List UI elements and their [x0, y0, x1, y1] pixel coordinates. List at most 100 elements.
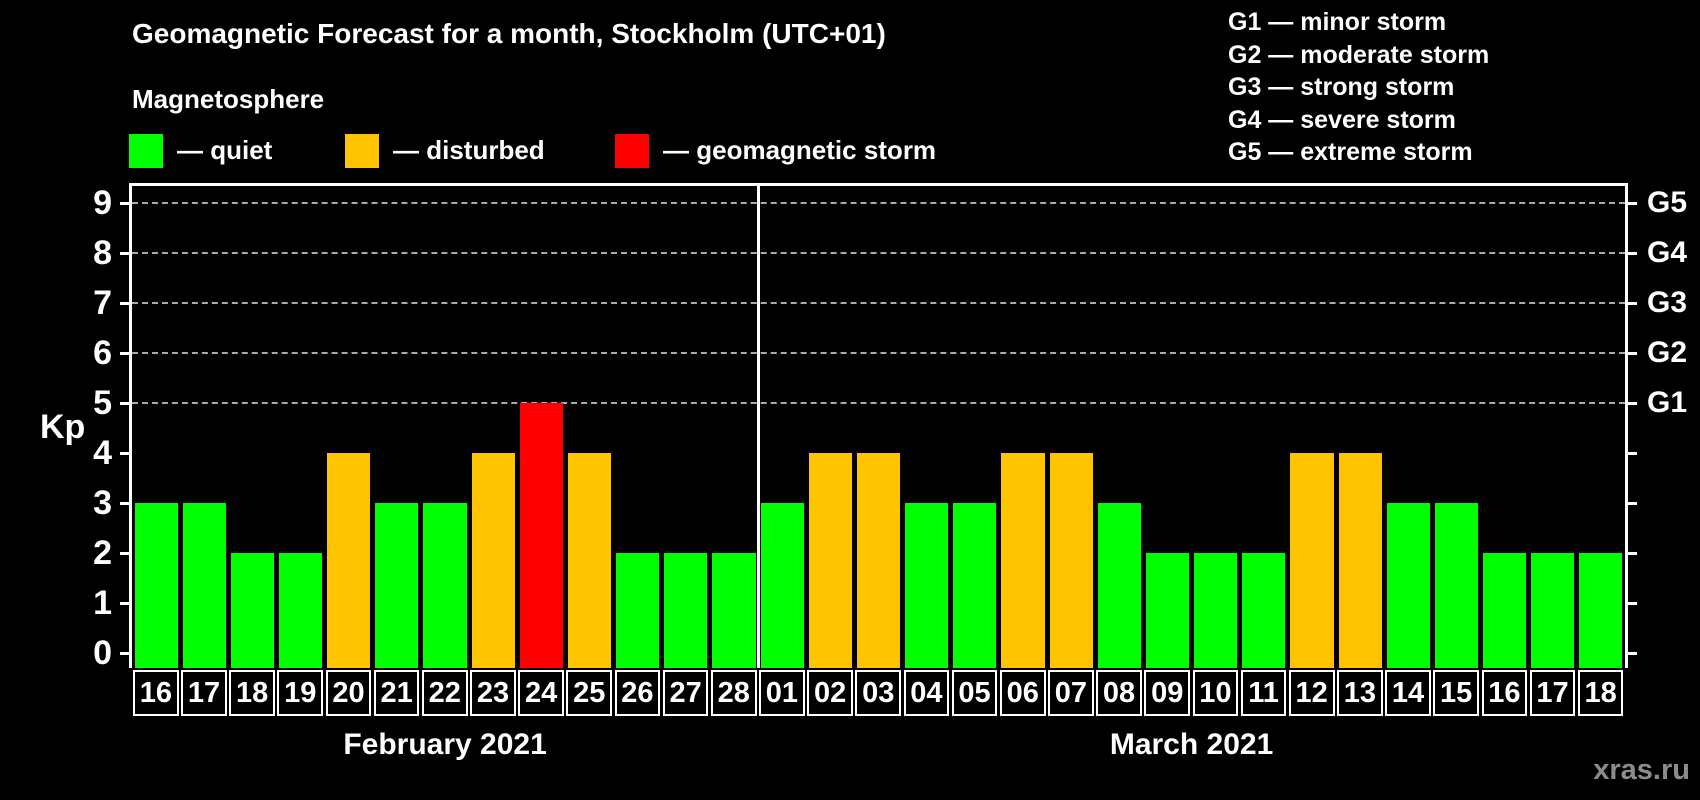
y-axis-line: [129, 183, 132, 668]
kp-bar-day-15: [1434, 503, 1478, 668]
y-tick-label: 7: [93, 284, 112, 322]
day-label-10: 10: [1192, 670, 1239, 716]
g-axis-label-g3: G3: [1647, 286, 1688, 319]
y-tick-label: 5: [93, 384, 112, 422]
month-divider: [756, 183, 760, 668]
legend-item-storm: — geomagnetic storm: [615, 133, 936, 168]
right-axis-tick: [1625, 402, 1637, 405]
kp-bar-day-28: [712, 553, 756, 668]
y-axis-tick: [120, 202, 132, 205]
right-axis-tick: [1625, 602, 1637, 605]
right-axis-tick: [1625, 252, 1637, 255]
day-label-24: 24: [518, 670, 564, 716]
y-tick-label: 3: [93, 484, 112, 522]
kp-bar-day-17: [1531, 553, 1575, 668]
day-label-13: 13: [1337, 670, 1383, 716]
gridline-kp6: [132, 352, 1625, 354]
kp-bar-day-07: [1049, 453, 1093, 668]
g-legend-line: G5 — extreme storm: [1228, 138, 1473, 166]
kp-bar-day-10: [1194, 553, 1238, 668]
y-tick-label: 0: [93, 634, 112, 672]
kp-bar-day-16: [1483, 553, 1527, 668]
day-label-12: 12: [1288, 670, 1335, 716]
kp-bar-day-06: [1001, 453, 1045, 668]
g-axis-label-g1: G1: [1647, 386, 1688, 419]
g-scale-legend: G1 — minor storm G2 — moderate storm G3 …: [1228, 6, 1489, 169]
g-axis-label-g5: G5: [1647, 186, 1688, 219]
y-axis-tick: [120, 252, 132, 255]
day-label-26: 26: [614, 670, 661, 716]
right-axis-tick: [1625, 552, 1637, 555]
y-axis-tick: [120, 552, 132, 555]
kp-bar-day-27: [664, 553, 708, 668]
kp-bar-day-14: [1386, 503, 1430, 668]
day-label-15: 15: [1433, 670, 1479, 716]
chart-title: Geomagnetic Forecast for a month, Stockh…: [132, 18, 886, 49]
kp-bar-day-04: [905, 503, 949, 668]
y-tick-label: 1: [93, 584, 112, 622]
right-axis-line: [1625, 183, 1628, 668]
legend-label-quiet: — quiet: [177, 135, 273, 165]
kp-bar-day-05: [953, 503, 997, 668]
y-axis-tick: [120, 302, 132, 305]
day-label-19: 19: [277, 670, 324, 716]
day-label-01: 01: [759, 670, 805, 716]
right-axis-tick: [1625, 452, 1637, 455]
day-label-02: 02: [807, 670, 853, 716]
right-axis-tick: [1625, 652, 1637, 655]
kp-bar-day-03: [856, 453, 901, 668]
day-label-03: 03: [855, 670, 902, 716]
kp-bar-day-21: [375, 503, 419, 668]
day-label-17: 17: [181, 670, 227, 716]
legend-item-quiet: — quiet: [129, 133, 272, 168]
month-label: March 2021: [1109, 728, 1274, 761]
kp-bar-day-18: [1579, 553, 1623, 668]
day-label-28: 28: [710, 670, 757, 716]
y-tick-label: 4: [93, 434, 112, 472]
day-label-20: 20: [325, 670, 372, 716]
right-axis-tick: [1625, 502, 1637, 505]
g-legend-line: G1 — minor storm: [1228, 8, 1447, 36]
kp-bar-day-26: [616, 553, 660, 668]
day-label-04: 04: [903, 670, 950, 716]
disturbed-swatch-icon: [345, 133, 379, 168]
right-axis-tick: [1625, 302, 1637, 305]
right-axis-tick: [1625, 352, 1637, 355]
day-label-21: 21: [373, 670, 420, 716]
g-axis-label-g4: G4: [1647, 236, 1688, 269]
gridline-kp9: [132, 202, 1625, 204]
day-label-22: 22: [421, 670, 468, 716]
day-label-08: 08: [1096, 670, 1142, 716]
y-tick-label: 6: [93, 334, 112, 372]
kp-bar-day-23: [471, 453, 515, 668]
day-label-11: 11: [1240, 670, 1287, 716]
legend-label-disturbed: — disturbed: [393, 135, 545, 165]
legend-heading: Magnetosphere: [132, 84, 325, 114]
day-label-16: 16: [1481, 670, 1528, 716]
day-label-23: 23: [470, 670, 516, 716]
y-axis-tick: [120, 402, 132, 405]
day-label-14: 14: [1385, 670, 1431, 716]
kp-bar-day-22: [423, 503, 467, 668]
day-label-18: 18: [229, 670, 275, 716]
g-legend-line: G2 — moderate storm: [1228, 40, 1490, 69]
gridline-kp5: [132, 402, 1625, 404]
kp-bar-day-24: [519, 403, 563, 668]
day-label-17: 17: [1529, 670, 1576, 716]
day-label-16: 16: [133, 670, 179, 716]
kp-bar-day-17: [182, 503, 226, 668]
storm-swatch-icon: [615, 133, 649, 168]
day-label-07: 07: [1048, 670, 1094, 716]
kp-bar-day-18: [230, 553, 274, 668]
legend-item-disturbed: — disturbed: [345, 133, 545, 168]
y-axis-tick: [120, 602, 132, 605]
quiet-swatch-icon: [129, 133, 163, 168]
plot-area: [132, 183, 1625, 668]
y-tick-label: 8: [93, 234, 112, 272]
y-tick-label: 9: [93, 184, 112, 222]
watermark: xras.ru: [1593, 754, 1690, 786]
kp-bar-day-16: [134, 503, 178, 668]
kp-bar-day-01: [760, 503, 804, 668]
gridline-kp8: [132, 252, 1625, 254]
